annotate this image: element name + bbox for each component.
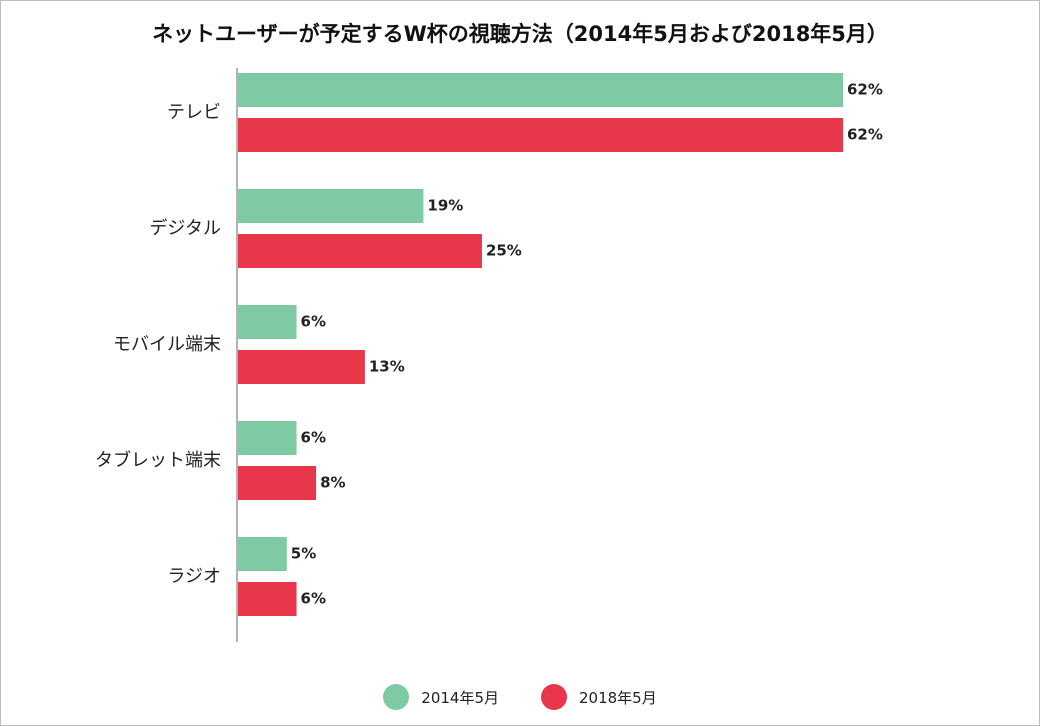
legend-label-2014: 2014年5月 bbox=[421, 688, 499, 707]
category-label: デジタル bbox=[149, 218, 221, 239]
bar-2014 bbox=[238, 73, 843, 107]
category-label: タブレット端末 bbox=[95, 449, 221, 471]
legend-swatch-2018 bbox=[541, 684, 567, 710]
value-label: 6% bbox=[301, 429, 326, 447]
value-label: 25% bbox=[486, 242, 522, 260]
category-label: モバイル端末 bbox=[113, 334, 221, 355]
value-label: 13% bbox=[369, 358, 405, 376]
bar-2014 bbox=[238, 421, 297, 455]
value-label: 5% bbox=[291, 545, 316, 563]
bar-2018 bbox=[238, 118, 843, 152]
bar-2014 bbox=[238, 537, 287, 571]
chart-title: ネットユーザーが予定するW杯の視聴方法（2014年5月および2018年5月） bbox=[152, 22, 888, 46]
bar-2018 bbox=[238, 466, 317, 500]
value-label: 6% bbox=[301, 590, 326, 608]
value-label: 8% bbox=[320, 474, 345, 492]
category-label: ラジオ bbox=[167, 566, 221, 587]
legend-swatch-2014 bbox=[383, 684, 410, 710]
value-label: 19% bbox=[427, 197, 463, 215]
legend-item-2014: 2014年5月 bbox=[383, 684, 499, 710]
bar-2018 bbox=[238, 582, 297, 616]
legend-label-2018: 2018年5月 bbox=[579, 688, 657, 707]
bar-2014 bbox=[238, 189, 424, 223]
chart-legend: 2014年5月 2018年5月 bbox=[0, 684, 1040, 710]
value-label: 62% bbox=[847, 126, 883, 144]
value-label: 62% bbox=[847, 81, 883, 99]
bar-2014 bbox=[238, 305, 297, 339]
value-label: 6% bbox=[301, 313, 326, 331]
category-label: テレビ bbox=[167, 102, 221, 123]
bar-2018 bbox=[238, 350, 365, 384]
bar-2018 bbox=[238, 234, 482, 268]
legend-item-2018: 2018年5月 bbox=[541, 684, 657, 710]
